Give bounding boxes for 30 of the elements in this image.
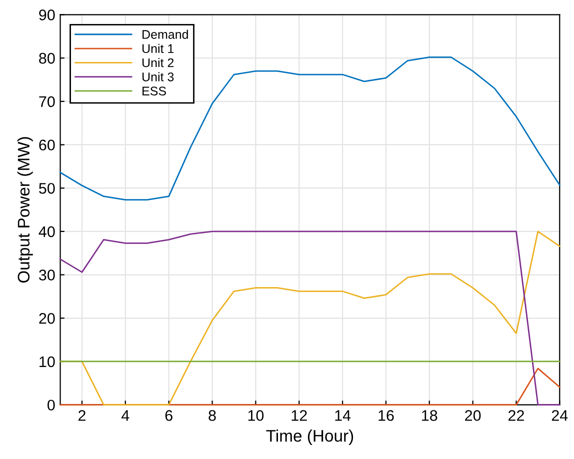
x-tick-label: 2 [78, 410, 86, 421]
x-tick-label: 8 [208, 410, 216, 421]
legend-label: Unit 1 [142, 44, 174, 54]
x-tick-label: 4 [122, 410, 130, 421]
x-tick-label: 12 [292, 410, 307, 421]
x-axis-title: Time (Hour) [266, 429, 354, 446]
line-series [60, 56, 560, 200]
y-tick-label: 70 [39, 96, 55, 108]
y-tick-label: 90 [39, 10, 55, 20]
y-tick-label: 0 [48, 400, 55, 411]
x-tick-label: 22 [508, 410, 524, 421]
y-tick-label: 30 [39, 270, 55, 280]
y-tick-label: 50 [39, 182, 55, 194]
legend-label: ESS [142, 86, 166, 96]
legend-label: Unit 3 [142, 72, 174, 82]
x-tick-label: 16 [378, 410, 394, 421]
legend-label: Unit 2 [142, 58, 174, 68]
legend-label: Demand [142, 30, 188, 39]
x-tick-label: 6 [165, 410, 172, 421]
y-tick-label: 60 [39, 140, 55, 150]
x-tick-label: 14 [335, 410, 351, 421]
y-tick-label: 80 [39, 52, 55, 64]
y-tick-label: 40 [38, 226, 55, 238]
y-axis-title: Output Power (MW) [17, 137, 33, 283]
x-tick-label: 20 [465, 410, 481, 421]
x-tick-label: 10 [248, 410, 264, 421]
x-tick-label: 18 [422, 410, 438, 421]
x-tick-label: 24 [552, 410, 568, 421]
y-tick-label: 10 [40, 356, 55, 368]
y-tick-label: 20 [39, 313, 55, 324]
